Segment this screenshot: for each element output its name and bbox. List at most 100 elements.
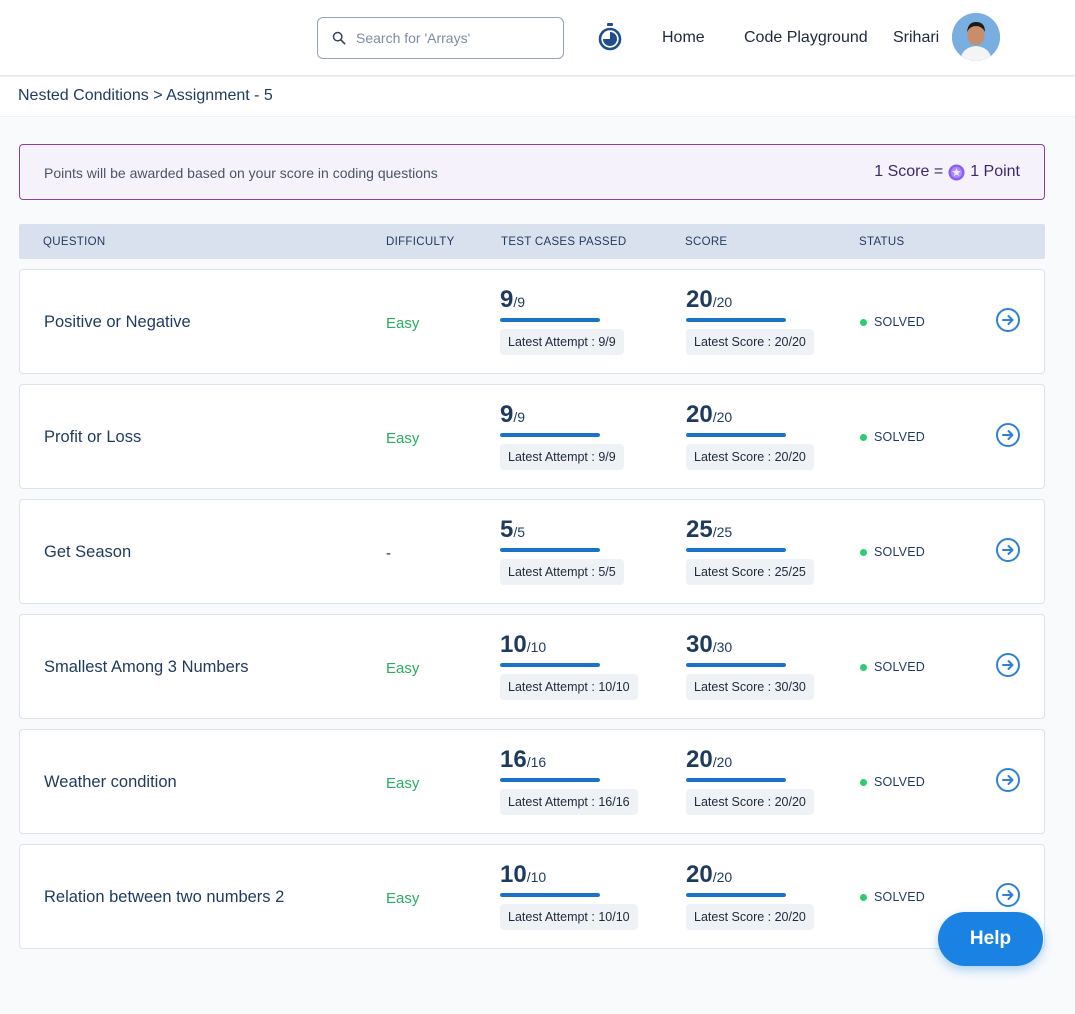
arrow-right-circle-icon[interactable]: [995, 537, 1021, 563]
stopwatch-icon[interactable]: [596, 22, 624, 52]
score-value: 20: [686, 861, 713, 888]
difficulty-label: Easy: [386, 660, 420, 677]
score-max: /30: [712, 639, 733, 655]
status-label: SOLVED: [874, 660, 925, 674]
points-rule-right: 1 Point: [970, 163, 1020, 180]
score-max: /20: [712, 409, 733, 425]
score-progress-fill: [686, 548, 786, 552]
score-progress-bar: [686, 548, 786, 552]
points-rule: 1 Score = 1 Point: [874, 163, 1020, 181]
cases-total: /10: [526, 639, 547, 655]
score-max: /20: [712, 869, 733, 885]
score-value: 20: [686, 286, 713, 313]
score-max: /25: [712, 524, 733, 540]
search-icon: [332, 31, 346, 45]
latest-score-pill: Latest Score : 25/25: [686, 559, 814, 585]
status-badge: SOLVED: [860, 775, 925, 789]
difficulty-label: Easy: [386, 430, 420, 447]
test-cases-metric: 10/10 Latest Attempt : 10/10: [500, 631, 638, 700]
status-label: SOLVED: [874, 545, 925, 559]
nav-code-playground-link[interactable]: Code Playground: [744, 29, 868, 46]
user-name[interactable]: Srihari: [893, 29, 940, 46]
points-message: Points will be awarded based on your sco…: [44, 165, 438, 181]
arrow-right-circle-icon[interactable]: [995, 307, 1021, 333]
score-value: 20: [686, 746, 713, 773]
latest-score-pill: Latest Score : 20/20: [686, 329, 814, 355]
difficulty-label: Easy: [386, 315, 420, 332]
breadcrumb[interactable]: Nested Conditions > Assignment - 5: [18, 87, 273, 104]
latest-attempt-pill: Latest Attempt : 10/10: [500, 674, 638, 700]
cases-total: /16: [526, 754, 547, 770]
score-metric: 20/20 Latest Score : 20/20: [686, 286, 814, 355]
status-badge: SOLVED: [860, 545, 925, 559]
coin-star-icon: [948, 163, 965, 181]
question-title[interactable]: Positive or Negative: [44, 313, 191, 331]
arrow-right-circle-icon[interactable]: [995, 422, 1021, 448]
score-value: 30: [686, 631, 713, 658]
cases-progress-fill: [500, 548, 600, 552]
status-dot: [860, 778, 867, 786]
score-progress-bar: [686, 778, 786, 782]
score-metric: 30/30 Latest Score : 30/30: [686, 631, 814, 700]
cases-progress-bar: [500, 318, 600, 322]
question-title[interactable]: Smallest Among 3 Numbers: [44, 658, 249, 676]
test-cases-metric: 9/9 Latest Attempt : 9/9: [500, 286, 624, 355]
top-navbar: Home Code Playground Srihari: [0, 0, 1075, 76]
latest-score-pill: Latest Score : 20/20: [686, 789, 814, 815]
cases-progress-bar: [500, 548, 600, 552]
search-input[interactable]: [356, 30, 546, 46]
status-badge: SOLVED: [860, 660, 925, 674]
question-title[interactable]: Weather condition: [44, 773, 177, 791]
header-difficulty: DIFFICULTY: [386, 236, 455, 248]
table-row[interactable]: Profit or Loss Easy 9/9 Latest Attempt : 9/…: [19, 384, 1045, 489]
arrow-right-circle-icon[interactable]: [995, 652, 1021, 678]
status-badge: SOLVED: [860, 315, 925, 329]
table-header: QUESTION DIFFICULTY TEST CASES PASSED SC…: [19, 224, 1045, 259]
score-value: 20: [686, 401, 713, 428]
question-title[interactable]: Get Season: [44, 543, 132, 561]
table-row[interactable]: Positive or Negative Easy 9/9 Latest Attemp…: [19, 269, 1045, 374]
cases-progress-fill: [500, 893, 600, 897]
latest-attempt-pill: Latest Attempt : 5/5: [500, 559, 624, 585]
header-question: QUESTION: [43, 236, 106, 248]
latest-attempt-pill: Latest Attempt : 16/16: [500, 789, 638, 815]
cases-passed: 9: [500, 286, 514, 313]
nav-home-link[interactable]: Home: [662, 29, 705, 46]
help-button[interactable]: Help: [938, 912, 1043, 966]
cases-progress-bar: [500, 433, 600, 437]
table-row[interactable]: Get Season - 5/5 Latest Attempt : 5/5 25/25 L…: [19, 499, 1045, 604]
question-title[interactable]: Profit or Loss: [44, 428, 142, 446]
score-metric: 20/20 Latest Score : 20/20: [686, 861, 814, 930]
question-title[interactable]: Relation between two numbers 2: [44, 888, 285, 906]
score-progress-fill: [686, 663, 786, 667]
status-label: SOLVED: [874, 775, 925, 789]
status-dot: [860, 893, 867, 901]
difficulty-label: Easy: [386, 890, 420, 907]
header-score: SCORE: [685, 236, 728, 248]
cases-passed: 10: [500, 631, 527, 658]
table-row[interactable]: Smallest Among 3 Numbers Easy 10/10 Latest …: [19, 614, 1045, 719]
breadcrumb-bar: Nested Conditions > Assignment - 5: [0, 77, 1075, 117]
cases-progress-fill: [500, 318, 600, 322]
arrow-right-circle-icon[interactable]: [995, 767, 1021, 793]
arrow-right-circle-icon[interactable]: [995, 882, 1021, 908]
status-badge: SOLVED: [860, 430, 925, 444]
status-dot: [860, 318, 867, 326]
table-row[interactable]: Weather condition Easy 16/16 Latest Attempt…: [19, 729, 1045, 834]
cases-total: /10: [526, 869, 547, 885]
avatar[interactable]: [952, 13, 1000, 61]
table-row[interactable]: Relation between two numbers 2 Easy 10/10 L…: [19, 844, 1045, 949]
points-rule-left: 1 Score =: [874, 163, 944, 180]
latest-score-pill: Latest Score : 20/20: [686, 444, 814, 470]
status-label: SOLVED: [874, 890, 925, 904]
cases-passed: 16: [500, 746, 527, 773]
score-progress-bar: [686, 893, 786, 897]
difficulty-label: Easy: [386, 775, 420, 792]
test-cases-metric: 9/9 Latest Attempt : 9/9: [500, 401, 624, 470]
status-label: SOLVED: [874, 315, 925, 329]
test-cases-metric: 5/5 Latest Attempt : 5/5: [500, 516, 624, 585]
cases-passed: 5: [500, 516, 514, 543]
score-metric: 25/25 Latest Score : 25/25: [686, 516, 814, 585]
search-box[interactable]: [317, 17, 564, 59]
cases-progress-bar: [500, 778, 600, 782]
